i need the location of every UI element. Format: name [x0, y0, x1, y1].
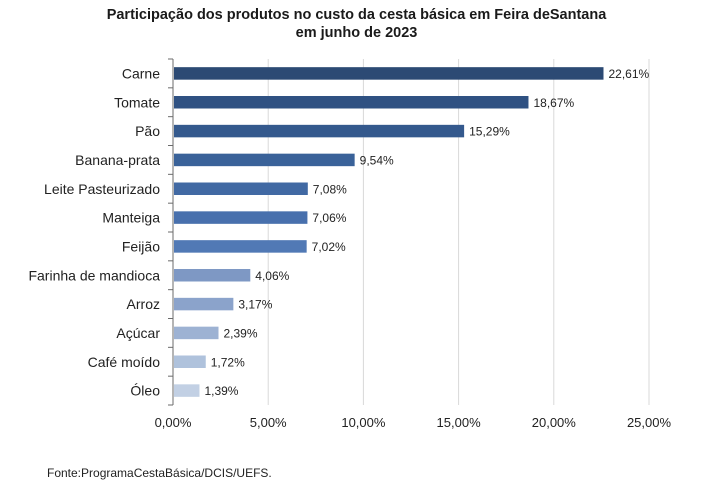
bar-8 — [174, 297, 234, 311]
category-label-0: Carne — [122, 65, 160, 81]
labels: 0,00% 5,00% 10,00% 15,00% 20,00% 25,00% Carne 2… — [28, 65, 671, 430]
value-label-1: 18,67% — [533, 96, 574, 110]
gridlines — [267, 59, 650, 405]
bar-5 — [174, 211, 308, 224]
bar-0 — [174, 67, 604, 80]
bar-4 — [174, 182, 308, 195]
value-label-2: 15,29% — [469, 125, 510, 139]
x-tick-label-0: 0,00% — [155, 415, 192, 430]
source-note: Fonte:ProgramaCestaBásica/DCIS/UEFS. — [47, 466, 272, 480]
value-label-7: 4,06% — [255, 269, 289, 283]
bar-11 — [174, 384, 200, 397]
category-label-7: Farinha de mandioca — [28, 267, 160, 283]
value-label-10: 1,72% — [211, 355, 245, 369]
bar-9 — [174, 326, 219, 340]
x-tick-label-5: 25,00% — [627, 415, 672, 430]
value-label-8: 3,17% — [238, 298, 272, 312]
category-label-8: Arroz — [127, 296, 160, 312]
bar-3 — [174, 153, 355, 167]
category-label-1: Tomate — [114, 94, 160, 110]
value-label-3: 9,54% — [360, 153, 394, 167]
value-label-11: 1,39% — [204, 384, 238, 398]
category-label-9: Açúcar — [116, 325, 160, 341]
value-label-9: 2,39% — [224, 326, 258, 340]
x-tick-label-2: 10,00% — [341, 415, 386, 430]
category-label-5: Manteiga — [102, 210, 160, 226]
category-label-6: Feijão — [122, 238, 160, 254]
value-label-5: 7,06% — [312, 211, 346, 225]
value-label-6: 7,02% — [312, 240, 346, 254]
bar-10 — [174, 355, 206, 368]
bar-6 — [174, 240, 307, 253]
category-label-3: Banana-prata — [75, 152, 160, 168]
chart-title-line-1: Participação dos produtos no custo da ce… — [106, 7, 607, 23]
x-tick-label-4: 20,00% — [532, 415, 577, 430]
x-tick-label-3: 15,00% — [437, 415, 482, 430]
value-label-4: 7,08% — [313, 182, 347, 196]
chart-title: Participação dos produtos no custo da ce… — [0, 6, 713, 42]
category-label-11: Óleo — [130, 383, 160, 399]
bars — [174, 67, 604, 397]
bar-2 — [174, 124, 465, 138]
value-label-0: 22,61% — [608, 67, 649, 81]
x-tick-label-1: 5,00% — [250, 415, 287, 430]
category-label-2: Pão — [135, 123, 160, 139]
chart-title-line-2: em junho de 2023 — [295, 25, 418, 41]
bar-7 — [174, 269, 251, 282]
bar-1 — [174, 96, 529, 109]
category-label-4: Leite Pasteurizado — [44, 181, 160, 197]
category-label-10: Café moído — [88, 354, 161, 370]
category-axis — [168, 58, 174, 406]
